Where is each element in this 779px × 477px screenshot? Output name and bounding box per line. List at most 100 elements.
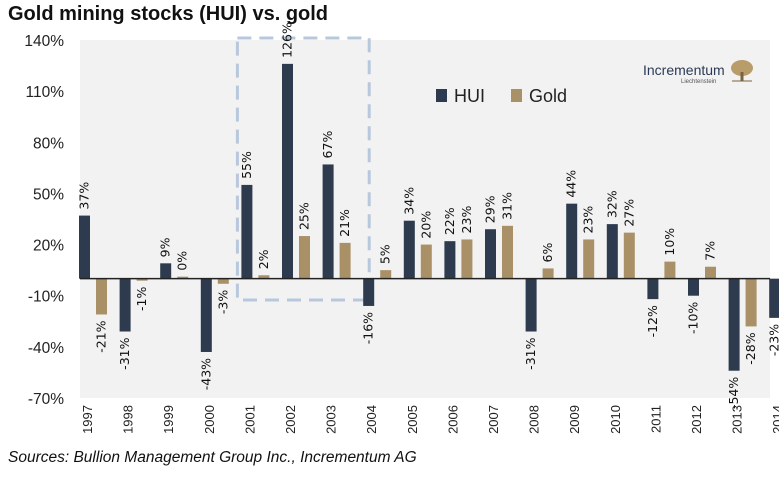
data-label-hui-2006: 22% <box>442 207 457 235</box>
y-tick-label: 110% <box>26 84 65 101</box>
x-tick-label-2010: 2010 <box>608 405 623 434</box>
y-tick-label: 50% <box>33 186 64 203</box>
bar-gold-2001 <box>258 275 270 279</box>
y-tick-label: 140% <box>24 33 64 50</box>
data-label-gold-2002: 25% <box>297 202 312 230</box>
bar-gold-2010 <box>623 232 635 279</box>
y-tick-label: -40% <box>28 340 64 357</box>
data-label-gold-2007: 31% <box>500 192 515 220</box>
tree-icon <box>731 60 753 82</box>
bar-hui-2011 <box>647 278 659 300</box>
data-label-gold-2004: 5% <box>378 244 393 264</box>
bar-hui-2008 <box>525 278 537 332</box>
source-note: Sources: Bullion Management Group Inc., … <box>8 449 417 466</box>
data-label-hui-2009: 44% <box>564 170 579 198</box>
x-tick-label-2003: 2003 <box>324 405 339 434</box>
x-tick-label-2002: 2002 <box>283 405 298 434</box>
bar-hui-2002 <box>282 63 293 279</box>
bar-hui-2007 <box>485 229 496 279</box>
data-label-gold-2009: 23% <box>581 206 596 234</box>
legend-label-hui: HUI <box>454 86 485 106</box>
logo-name: Incrementum <box>643 62 725 78</box>
bar-hui-2009 <box>566 203 578 279</box>
bar-gold-2007 <box>502 225 513 279</box>
x-tick-label-2011: 2011 <box>648 405 663 433</box>
plot-background <box>80 40 770 398</box>
data-label-hui-2007: 29% <box>483 195 498 223</box>
bar-hui-2005 <box>403 220 415 279</box>
bar-hui-2004 <box>363 278 375 306</box>
y-tick-label: -70% <box>28 391 64 408</box>
data-label-hui-1998: -31% <box>117 337 132 369</box>
bar-gold-2003 <box>339 242 351 279</box>
bar-hui-2000 <box>200 278 212 352</box>
data-label-gold-2011: 10% <box>662 228 677 256</box>
data-label-gold-2008: 6% <box>540 242 555 262</box>
bar-hui-2006 <box>444 241 456 279</box>
bar-hui-2012 <box>688 278 699 296</box>
x-tick-label-2004: 2004 <box>364 405 379 434</box>
bar-hui-1997 <box>79 215 90 279</box>
legend-swatch-hui <box>436 89 447 102</box>
bar-gold-2004 <box>380 270 392 279</box>
x-tick-label-2006: 2006 <box>445 405 460 434</box>
data-label-gold-2012: 7% <box>703 241 718 261</box>
bar-hui-2014 <box>769 278 779 318</box>
data-label-hui-2014: -23% <box>767 324 779 356</box>
bar-gold-2012 <box>705 266 716 279</box>
data-label-hui-2005: 34% <box>401 187 416 215</box>
data-label-hui-1999: 9% <box>158 237 173 257</box>
chart-title: Gold mining stocks (HUI) vs. gold <box>8 3 329 25</box>
bar-hui-2003 <box>322 164 334 279</box>
data-label-gold-2005: 20% <box>418 211 433 239</box>
x-tick-label-1997: 1997 <box>80 405 95 434</box>
data-label-hui-2000: -43% <box>198 358 213 390</box>
logo-subtitle: Liechtenstein <box>681 79 717 85</box>
legend-swatch-gold <box>511 89 522 102</box>
data-label-hui-2003: 67% <box>320 131 335 159</box>
data-label-gold-2000: -3% <box>215 290 230 314</box>
x-tick-label-1998: 1998 <box>121 405 136 434</box>
x-tick-label-1999: 1999 <box>161 405 176 434</box>
x-tick-label-2009: 2009 <box>567 405 582 434</box>
legend-label-gold: Gold <box>529 86 567 106</box>
x-tick-label-2014: 2014 <box>770 405 779 434</box>
data-label-hui-1997: 37% <box>77 182 92 210</box>
data-label-hui-2004: -16% <box>361 312 376 344</box>
incrementum-logo: Incrementum Liechtenstein <box>643 58 755 92</box>
x-tick-label-2007: 2007 <box>486 405 501 434</box>
bar-hui-2010 <box>606 224 618 279</box>
data-label-hui-2012: -10% <box>686 302 701 334</box>
data-label-hui-2013: -54% <box>726 377 741 409</box>
bar-gold-1998 <box>136 278 148 281</box>
x-tick-label-2005: 2005 <box>405 405 420 434</box>
data-label-hui-2001: 55% <box>239 151 254 179</box>
data-label-gold-1998: -1% <box>134 287 149 311</box>
x-tick-label-2012: 2012 <box>689 405 704 434</box>
data-label-hui-2011: -12% <box>645 305 660 337</box>
data-label-gold-2001: 2% <box>256 249 271 269</box>
bar-gold-2011 <box>664 261 676 279</box>
bar-gold-1999 <box>177 276 189 279</box>
y-tick-label: 20% <box>33 238 64 255</box>
data-label-gold-1997: -21% <box>94 320 109 352</box>
data-label-hui-2002: 126% <box>280 22 295 58</box>
bar-gold-1997 <box>96 278 107 315</box>
data-label-hui-2010: 32% <box>604 190 619 218</box>
data-label-hui-2008: -31% <box>523 337 538 369</box>
bar-gold-2000 <box>217 278 229 284</box>
x-tick-label-2001: 2001 <box>242 405 257 434</box>
bar-gold-2005 <box>420 244 432 279</box>
data-label-gold-2003: 21% <box>337 209 352 237</box>
bar-gold-2006 <box>461 239 473 279</box>
bar-hui-2001 <box>241 184 253 279</box>
bar-gold-2008 <box>542 268 554 279</box>
data-label-gold-1999: 0% <box>175 251 190 271</box>
bar-hui-1998 <box>119 278 131 332</box>
bar-gold-2009 <box>583 239 595 279</box>
x-tick-label-2013: 2013 <box>730 405 745 434</box>
bar-hui-2013 <box>728 278 740 371</box>
bar-hui-1999 <box>160 263 172 279</box>
data-label-gold-2013: -28% <box>743 332 758 364</box>
